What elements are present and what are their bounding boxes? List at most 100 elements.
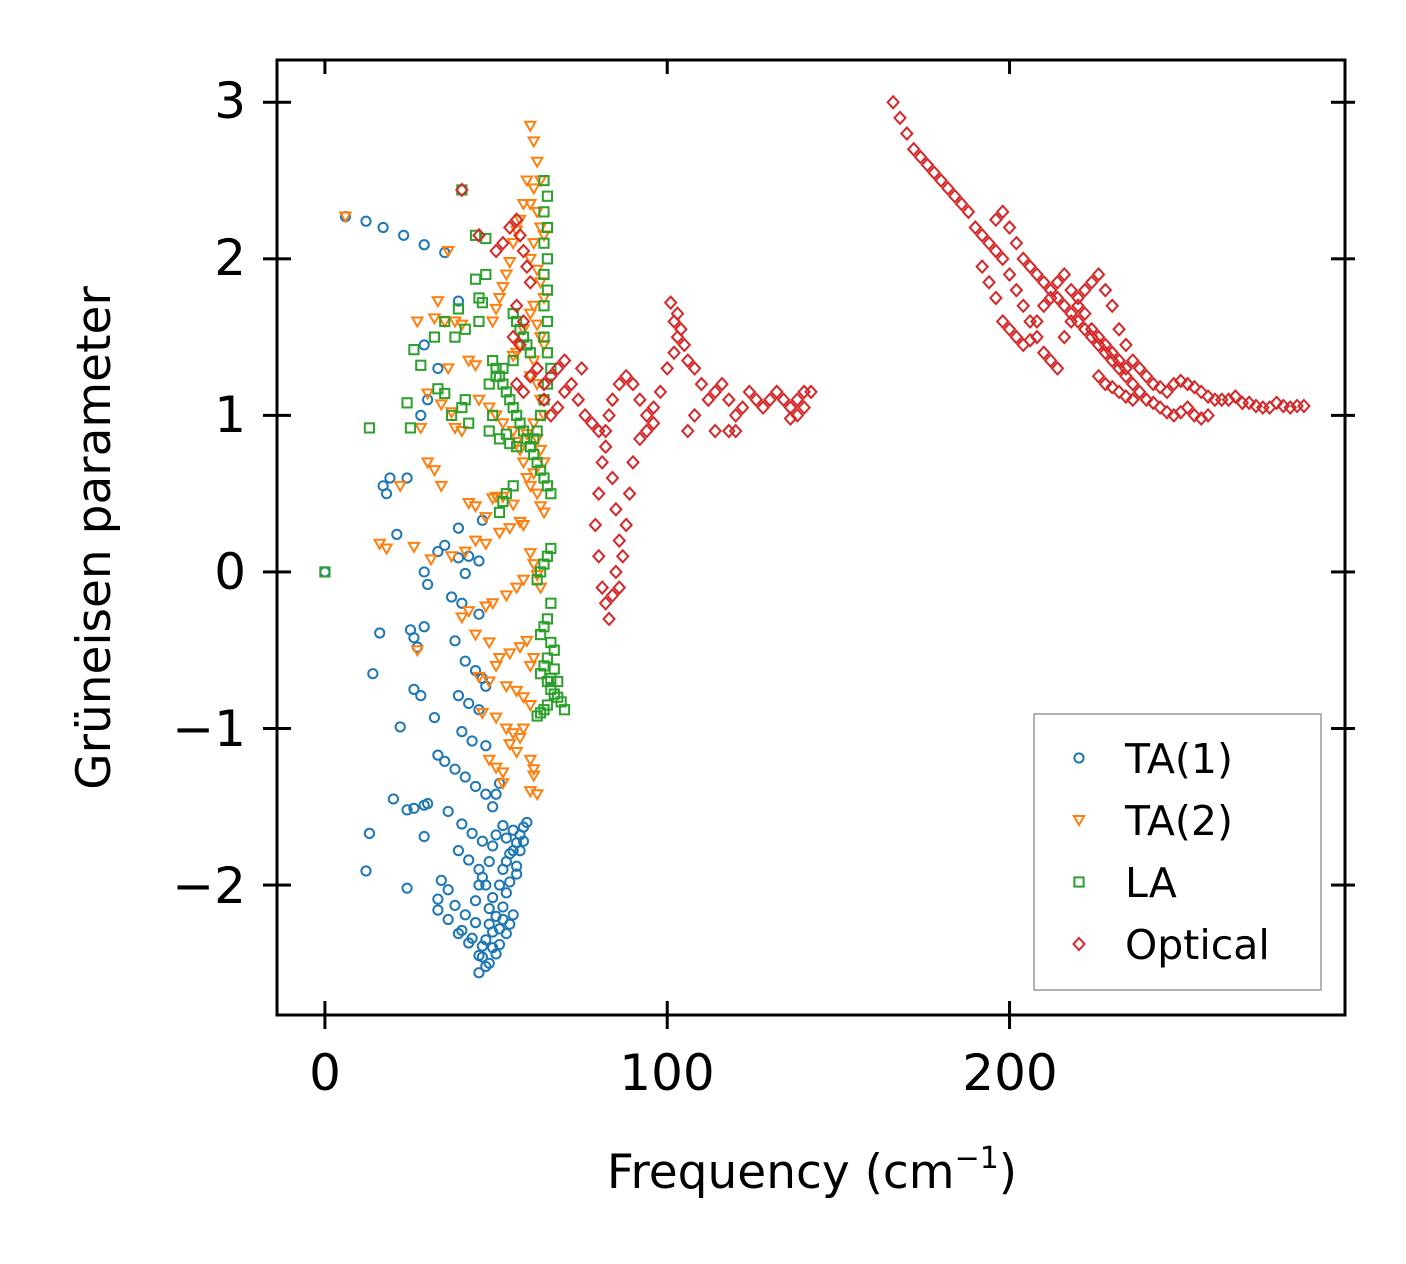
point-ta1-53: [449, 763, 461, 775]
point-optical-108: [954, 196, 969, 212]
point-optical-148: [1228, 389, 1243, 405]
point-ta2-131: [506, 238, 521, 251]
point-optical-178: [1119, 368, 1133, 384]
point-optical-114: [995, 251, 1010, 267]
point-la-52: [541, 221, 554, 234]
point-ta1-120: [500, 832, 512, 844]
point-optical-71: [769, 384, 784, 400]
point-ta1-94: [507, 909, 519, 921]
point-optical-99: [893, 110, 907, 126]
point-optical-214: [1098, 376, 1113, 392]
point-ta2-9: [441, 363, 456, 376]
point-ta2-112: [519, 473, 534, 486]
point-ta2-62: [489, 712, 504, 725]
point-la-94: [534, 707, 547, 719]
point-la-37: [507, 401, 519, 414]
data-points-layer: [319, 94, 1311, 979]
point-la-57: [538, 300, 550, 312]
point-optical-31: [609, 564, 623, 580]
point-optical-69: [756, 400, 770, 416]
point-optical-39: [595, 454, 610, 470]
point-la-95: [531, 710, 543, 722]
point-la-76: [531, 574, 543, 586]
point-ta1-133: [473, 879, 485, 891]
point-la-105: [507, 354, 519, 367]
point-optical-133: [1125, 353, 1140, 369]
point-optical-113: [988, 243, 1003, 259]
point-optical-171: [1071, 313, 1085, 329]
point-optical-24: [578, 407, 592, 423]
point-ta2-82: [526, 183, 541, 196]
point-ta2-58: [509, 685, 524, 698]
point-optical-11: [516, 313, 531, 329]
point-ta1-8: [418, 339, 430, 351]
point-ta2-59: [516, 692, 531, 705]
point-optical-98: [886, 94, 901, 110]
point-la-54: [541, 253, 554, 265]
point-ta2-121: [523, 548, 538, 561]
point-ta1-47: [428, 711, 441, 724]
point-ta1-5: [418, 239, 430, 251]
point-ta1-63: [456, 818, 468, 830]
point-la-45: [534, 464, 547, 476]
point-ta1-97: [497, 901, 509, 913]
point-ta1-30: [374, 627, 386, 639]
point-ta1-59: [408, 802, 420, 814]
legend-marker-ta2: [1072, 815, 1086, 827]
point-ta2-83: [523, 199, 538, 212]
point-optical-15: [516, 384, 531, 400]
point-optical-161: [1002, 220, 1017, 235]
point-la-103: [521, 339, 533, 351]
point-la-91: [558, 704, 571, 716]
point-optical-57: [677, 337, 692, 353]
point-ta1-112: [490, 829, 502, 841]
point-optical-61: [701, 392, 716, 408]
point-ta1-23: [418, 566, 430, 578]
point-ta1-85: [463, 937, 475, 949]
point-optical-86: [639, 423, 654, 439]
point-optical-43: [612, 376, 627, 392]
point-ta1-54: [459, 771, 471, 783]
point-optical-217: [1119, 389, 1133, 405]
point-la-8: [473, 315, 485, 328]
point-la-4: [480, 268, 492, 281]
point-ta2-39: [516, 519, 531, 532]
point-ta1-129: [487, 942, 499, 954]
point-ta2-5: [427, 313, 442, 326]
point-la-13: [428, 331, 441, 343]
point-ta1-9: [432, 362, 444, 375]
x-axis-label-main: Frequency (cm: [607, 1145, 955, 1200]
point-la-12: [449, 331, 461, 343]
point-optical-92: [612, 580, 627, 596]
point-optical-60: [694, 376, 709, 392]
point-la-53: [538, 237, 550, 249]
point-ta2-69: [502, 739, 517, 752]
point-optical-67: [742, 384, 757, 400]
point-optical-87: [632, 431, 647, 447]
point-ta1-122: [507, 824, 519, 836]
point-optical-96: [543, 407, 558, 423]
point-ta1-7: [452, 295, 465, 307]
point-ta2-135: [492, 292, 507, 305]
point-la-66: [528, 433, 540, 445]
point-optical-167: [1043, 282, 1058, 298]
point-optical-38: [591, 486, 606, 502]
point-la-108: [483, 378, 495, 390]
point-optical-198: [1050, 274, 1065, 290]
point-optical-164: [1023, 259, 1037, 275]
point-optical-102: [913, 149, 928, 165]
point-ta2-18: [427, 465, 442, 478]
point-optical-160: [995, 204, 1010, 220]
point-la-48: [545, 488, 557, 500]
point-ta1-78: [469, 917, 482, 929]
point-ta1-89: [483, 957, 495, 969]
point-la-106: [497, 362, 509, 375]
plot-frame: [275, 58, 1347, 1017]
point-optical-30: [612, 533, 627, 549]
point-ta1-26: [456, 597, 468, 609]
point-optical-111: [975, 227, 990, 243]
point-optical-188: [1187, 407, 1202, 423]
point-ta2-74: [530, 789, 545, 802]
point-optical-126: [1077, 282, 1092, 298]
point-optical-213: [1091, 368, 1106, 384]
